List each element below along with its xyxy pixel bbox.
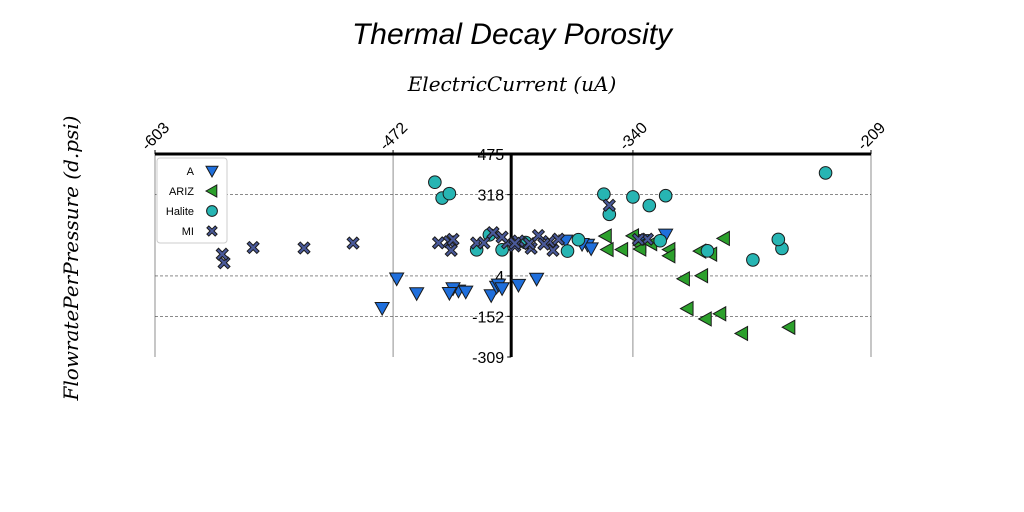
- point-mi: [477, 236, 491, 250]
- x-axis-label: ElectricCurrent (uA): [407, 72, 617, 96]
- point-ariz: [675, 270, 690, 287]
- data-points: [215, 166, 833, 342]
- point-ariz: [599, 241, 614, 258]
- point-mi: [508, 236, 522, 250]
- point-mi: [431, 236, 446, 250]
- point-ariz: [597, 228, 612, 244]
- point-ariz: [693, 267, 709, 284]
- point-a: [408, 287, 425, 302]
- point-ariz: [712, 305, 727, 322]
- point-mi: [297, 241, 311, 255]
- chart-title: Thermal Decay Porosity: [352, 18, 674, 51]
- point-halite: [428, 175, 442, 190]
- legend-label: MI: [182, 226, 194, 238]
- y-tick-label: -152: [472, 309, 504, 326]
- x-tick-label: -209: [854, 119, 889, 154]
- legend-items: A ARIZ Halite MI: [166, 165, 219, 238]
- grid-lines: [154, 154, 872, 357]
- point-a: [510, 278, 527, 294]
- point-halite: [597, 187, 611, 201]
- x-tick-label: -603: [138, 119, 173, 154]
- legend-box: [156, 157, 228, 244]
- point-ariz: [614, 241, 629, 258]
- point-a: [528, 272, 545, 287]
- point-halite: [700, 244, 715, 258]
- point-mi: [495, 230, 509, 244]
- series-mi: [215, 198, 655, 270]
- point-halite: [818, 166, 833, 180]
- point-ariz: [733, 325, 749, 342]
- legend-marker: [204, 184, 218, 198]
- point-halite: [442, 186, 457, 201]
- point-mi: [531, 228, 546, 243]
- point-mi: [215, 247, 229, 261]
- point-halite: [626, 190, 640, 204]
- point-ariz: [697, 311, 712, 327]
- point-ariz: [661, 247, 676, 264]
- legend-label: A: [187, 166, 195, 178]
- point-a: [388, 272, 405, 287]
- point-mi: [246, 240, 260, 255]
- point-a: [457, 285, 474, 300]
- point-mi: [522, 236, 537, 251]
- point-mi: [444, 243, 458, 257]
- x-tick-label: -472: [377, 119, 412, 154]
- point-halite: [771, 232, 786, 247]
- legend-marker: [206, 225, 218, 237]
- point-mi: [446, 232, 460, 247]
- point-halite: [560, 244, 575, 258]
- point-halite: [746, 253, 760, 267]
- y-tick-label: 4: [495, 269, 504, 286]
- x-tick-label: -340: [616, 119, 651, 154]
- legend-label: Halite: [166, 206, 194, 218]
- legend-marker: [205, 165, 219, 179]
- legend-label: ARIZ: [169, 186, 194, 198]
- y-tick-label: 318: [477, 188, 504, 205]
- series-halite: [428, 166, 833, 267]
- point-mi: [537, 237, 551, 251]
- point-mi: [346, 236, 360, 250]
- point-mi: [602, 198, 616, 212]
- legend: A ARIZ Halite MI: [156, 157, 228, 244]
- point-mi: [631, 232, 646, 247]
- point-a: [583, 242, 599, 257]
- point-a: [441, 286, 458, 302]
- point-halite: [653, 233, 667, 248]
- y-tick-label: 475: [477, 147, 504, 164]
- axes: [155, 152, 871, 357]
- point-halite: [658, 188, 673, 203]
- point-halite: [642, 198, 657, 213]
- point-ariz: [781, 319, 796, 336]
- point-a: [374, 301, 391, 317]
- point-ariz: [679, 300, 694, 317]
- point-mi: [551, 232, 566, 246]
- legend-marker: [206, 205, 218, 217]
- point-halite: [571, 232, 586, 247]
- y-axis-label: FlowratePerPressure (d.psi): [59, 116, 83, 402]
- point-ariz: [715, 230, 730, 247]
- series-ariz: [597, 227, 796, 342]
- point-a: [483, 289, 500, 304]
- point-a: [494, 282, 510, 297]
- y-tick-label: -309: [472, 350, 504, 367]
